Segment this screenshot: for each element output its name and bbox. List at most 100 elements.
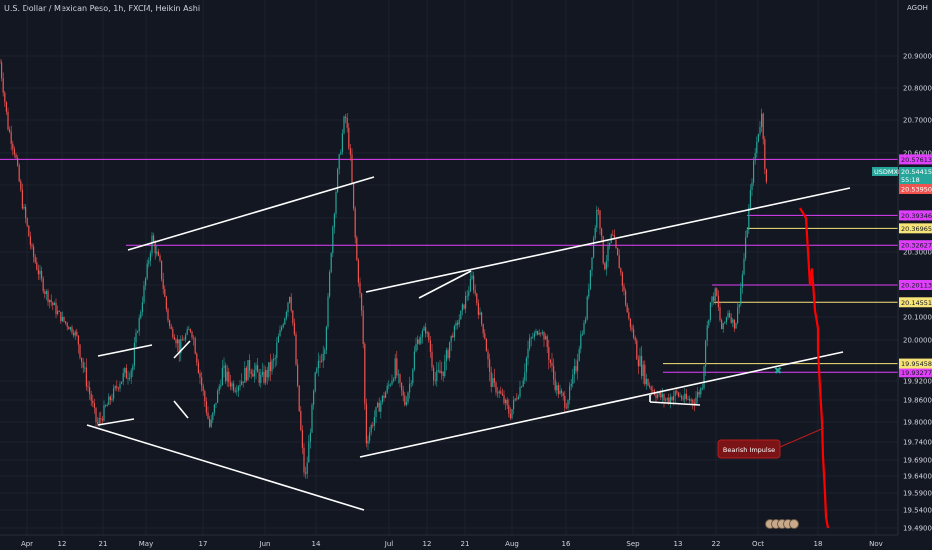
candle-body [645,379,647,385]
candle-body [717,295,719,308]
candle-body [218,386,220,391]
candle-body [148,260,150,264]
candle-body [122,372,124,382]
candle-body [415,344,417,352]
candle-body [503,395,505,403]
candle-body [28,225,30,237]
candle-body [5,101,7,112]
candle-body [273,359,275,361]
candle-body [233,383,235,391]
bearish-impulse-callout[interactable]: Bearish Impulse [717,427,825,459]
candle-body [737,307,739,323]
candle-body [623,285,625,291]
candle-body [12,143,14,150]
candle-body [202,385,204,392]
candle-body [561,390,563,393]
candle-body [693,402,695,405]
candle-body [373,417,375,426]
candle-body [599,210,601,229]
candle-body [682,398,684,400]
candle-body [357,259,359,283]
projection-line [799,207,830,529]
candle-body [164,289,166,297]
candle-body [701,388,703,389]
cross-marker-icon: ✖ [774,366,782,377]
candle-body [613,235,615,240]
y-tick-label: 19.64000 [903,473,932,481]
candle-body [557,385,559,394]
candle-body [733,319,735,329]
candle-body [605,261,607,270]
candle-body [348,127,350,149]
candle-body [386,385,388,393]
candle-body [639,356,641,367]
candle-body [82,361,84,368]
x-tick-label: Oct [752,540,764,548]
candle-body [449,341,451,358]
candle-body [541,332,543,334]
x-tick-label: 14 [312,540,321,548]
candle-body [66,323,68,327]
trendlines[interactable] [86,176,851,511]
candle-body [170,326,172,330]
candle-body [698,392,700,395]
level-tag [899,367,932,378]
candle-body [754,153,756,161]
candle-body [761,113,763,128]
candle-body [98,418,100,424]
candle-body [39,270,41,275]
candle-body [669,396,671,403]
candle-body [642,364,644,377]
candle-body [333,213,335,228]
candle-body [239,384,241,387]
candle-body [735,322,737,329]
candle-body [25,206,27,219]
candle-body [228,371,230,383]
candle-body [181,339,183,341]
candle-body [493,378,495,383]
candle-body [581,334,583,335]
candle-body [225,365,227,382]
candle-body [188,328,190,330]
candle-body [297,364,299,386]
candle-body [529,338,531,349]
candle-body [721,320,723,330]
candle-body [636,340,638,360]
candle-body [50,299,52,303]
candle-body [18,165,20,182]
candle-body [505,399,507,403]
candle-body [282,324,284,328]
candle-body [332,227,334,254]
current-price-value: 20.54415 [901,168,932,176]
candle-body [727,313,729,318]
candle-body [41,270,43,279]
candle-body [133,342,135,367]
candle-body [226,371,228,382]
event-icons[interactable] [765,519,799,529]
candle-body [420,337,422,344]
candle-body [545,336,547,340]
extra-price-tag [899,184,932,194]
candle-body [533,333,535,338]
time-axis[interactable]: Apr 12 21 May 17 Jun 14 Jul 12 21 Aug 16 Sep 13 22 Oct 1… [21,540,883,548]
level-tag-label: 20.36965 [901,225,932,233]
candle-body [137,331,139,333]
price-axis[interactable]: 20.9000020.8000020.7000020.6000020.50000… [903,53,932,533]
candle-body [684,393,686,400]
candle-body [601,228,603,237]
candle-body [764,139,766,169]
candle-body [252,373,254,377]
chart-title: U.S. Dollar / Mexican Peso, 1h, FXCM, He… [4,4,201,13]
candle-body [572,374,574,384]
candle-body [417,339,419,345]
candle-body [260,374,262,383]
level-tag [899,210,932,221]
candle-body [757,133,759,142]
candle-body [681,395,683,399]
candle-body [738,304,740,308]
candle-body [765,168,767,182]
candle-body [732,319,734,323]
candle-body [565,407,567,409]
candle-body [588,289,590,297]
